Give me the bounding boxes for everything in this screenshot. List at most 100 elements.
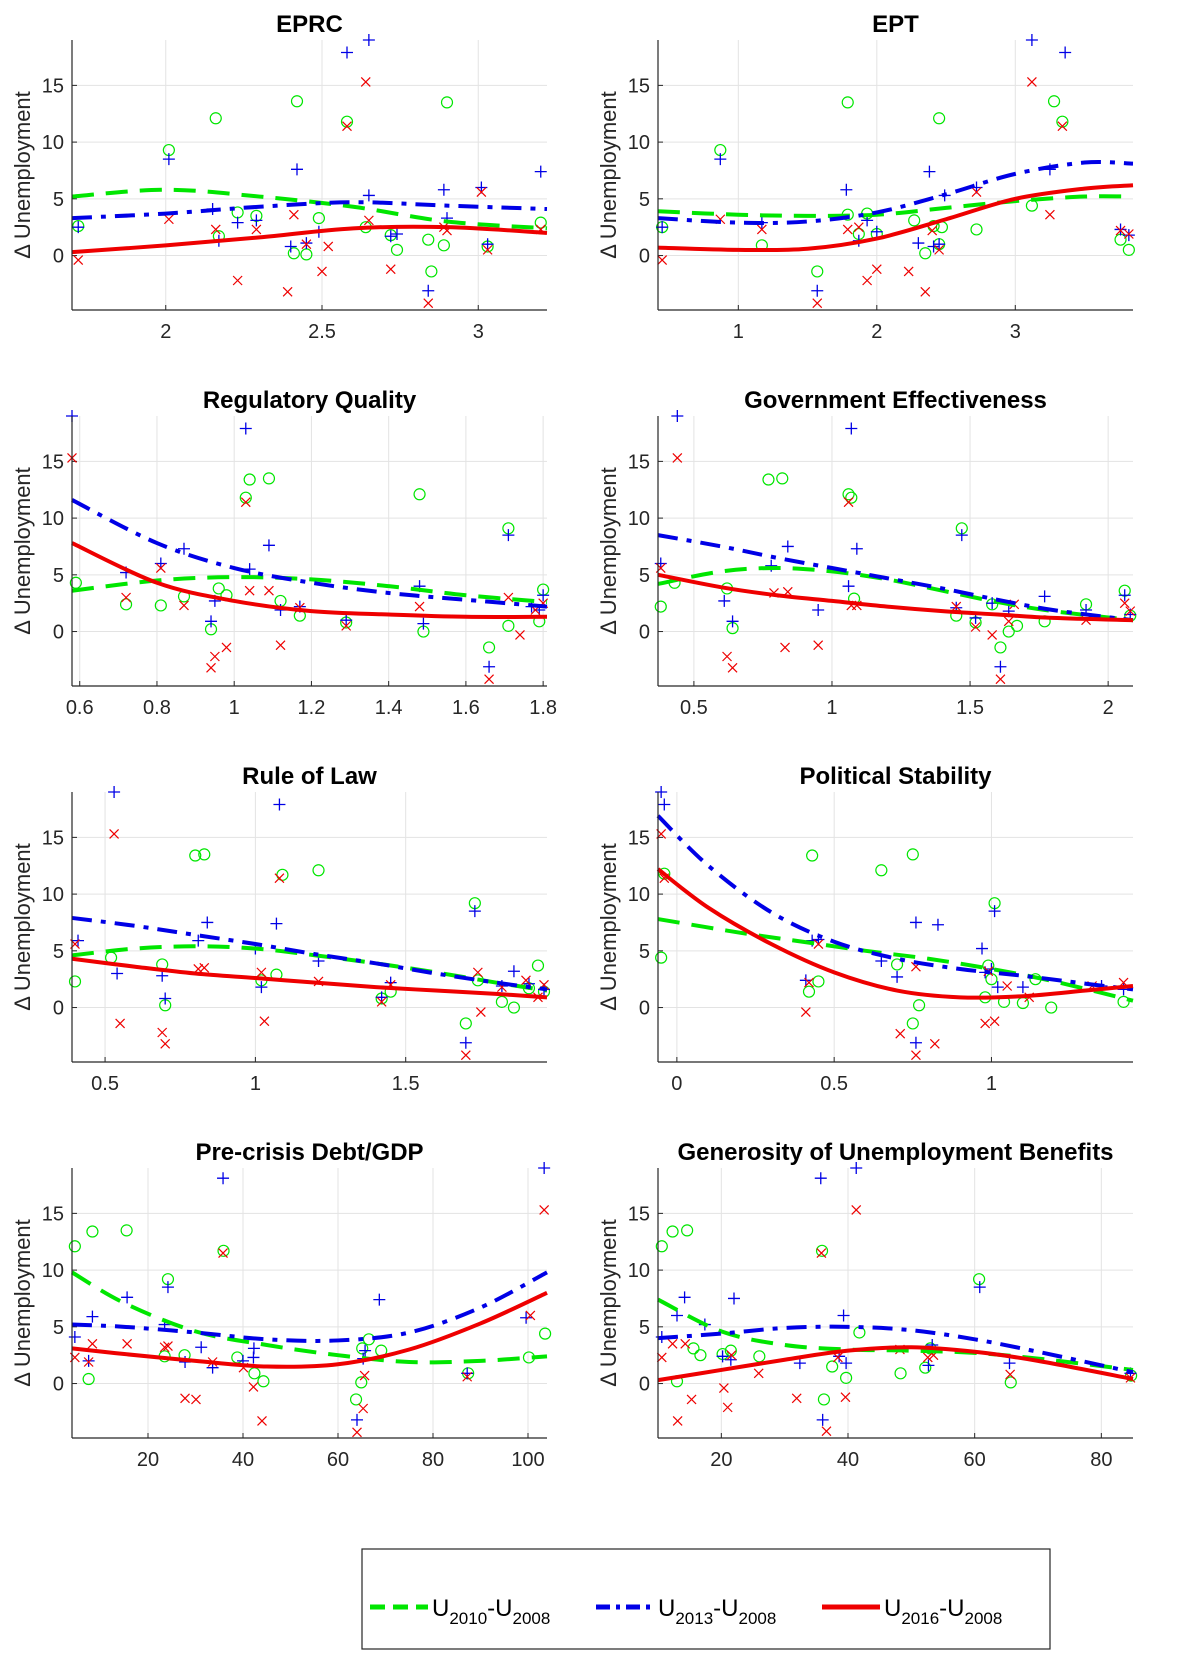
panel-1-u2013-point-4 bbox=[840, 183, 853, 196]
panel-2-fit-u2016 bbox=[71, 541, 548, 619]
panel-3-plot-area bbox=[658, 416, 1133, 686]
panel-7-ytick-label-1: 5 bbox=[639, 1317, 650, 1339]
panel-2-ytick-label-3: 15 bbox=[42, 451, 64, 473]
panel-1-u2010-point-4 bbox=[841, 96, 854, 109]
panel-1-ytick-label-2: 10 bbox=[628, 132, 650, 154]
panel-4-u2013-point-2 bbox=[111, 967, 124, 980]
panel-3-fit-u2016 bbox=[657, 572, 1134, 623]
panel-6-u2016-point-16 bbox=[462, 1371, 473, 1382]
panel-1-u2016-point-4 bbox=[842, 224, 853, 235]
panel-2-u2016-point-7 bbox=[240, 497, 251, 508]
panel-6-u2013-point-19 bbox=[538, 1162, 551, 1174]
panel-4-u2013-point-1 bbox=[108, 786, 121, 798]
panel-7-u2010-point-9 bbox=[815, 1244, 829, 1257]
panel-4: 0.5 1 1.5 0 5 10 15 Rule of Law Δ Unemployment bbox=[10, 763, 551, 1095]
panel-3-u2016-point-13 bbox=[987, 630, 998, 640]
panel-5-u2010-point-7 bbox=[906, 848, 919, 861]
legend-label-u2016-a: U bbox=[884, 1595, 901, 1622]
panel-3-u2016-point-3 bbox=[727, 662, 738, 673]
panel-0-u2016-point-4 bbox=[251, 224, 262, 235]
panel-6-xtick-label-4: 100 bbox=[511, 1449, 544, 1471]
panel-3-u2013-point-6 bbox=[812, 603, 825, 616]
panel-6-u2013-point-5 bbox=[161, 1281, 174, 1294]
panel-2-u2016-point-3 bbox=[179, 600, 189, 611]
panel-2-u2016-point-8 bbox=[244, 585, 255, 596]
panel-5-ytick-label-3: 15 bbox=[628, 827, 650, 849]
panel-2-u2013-point-14 bbox=[483, 660, 496, 673]
panel-7-u2016-point-12 bbox=[832, 1352, 843, 1363]
panel-7-u2016-point-9 bbox=[791, 1393, 802, 1404]
panel-7-u2010-point-12 bbox=[839, 1371, 853, 1384]
panel-5-u2010-point-17 bbox=[1045, 1001, 1058, 1014]
panel-7-fit-u2016 bbox=[657, 1345, 1134, 1383]
panel-0-u2010-point-19 bbox=[534, 216, 547, 229]
panel-0-u2013-point-15 bbox=[422, 284, 435, 297]
legend-label-u2010-a: U bbox=[432, 1595, 449, 1622]
panel-6-u2016-point-13 bbox=[352, 1427, 362, 1438]
panel-6-u2010-point-7 bbox=[217, 1244, 230, 1257]
panel-0-xtick-label-1: 2.5 bbox=[308, 321, 336, 343]
panel-4-u2013-point-4 bbox=[159, 992, 172, 1005]
panel-7-u2010-point-0 bbox=[655, 1240, 668, 1253]
panel-7-u2016-point-18 bbox=[1005, 1369, 1016, 1380]
panel-3-u2010-point-0 bbox=[654, 600, 667, 613]
panel-2-u2016-point-16 bbox=[515, 630, 525, 640]
panel-7-u2016-point-7 bbox=[726, 1350, 737, 1361]
panel-0-u2016-point-2 bbox=[210, 224, 221, 235]
panel-0-u2016-point-8 bbox=[317, 266, 327, 277]
panel-7-u2010-point-3 bbox=[681, 1224, 694, 1237]
panel-7-plot-area bbox=[658, 1168, 1133, 1438]
panel-4-xtick-label-1: 1 bbox=[250, 1073, 261, 1095]
panel-1-u2016-point-6 bbox=[862, 275, 873, 286]
panel-5-u2013-point-9 bbox=[931, 918, 944, 931]
panel-5-fit-u2016 bbox=[656, 867, 1134, 1000]
panel-5-u2013-point-14 bbox=[991, 981, 1004, 994]
panel-0-u2016-point-12 bbox=[363, 215, 374, 226]
panel-0-u2013-point-0 bbox=[72, 221, 85, 234]
panel-4-u2016-point-15 bbox=[475, 1007, 486, 1018]
panel-6-xtick-label-3: 80 bbox=[422, 1449, 444, 1471]
panel-5-u2013-point-15 bbox=[1016, 981, 1029, 994]
panel-7-u2013-point-11 bbox=[837, 1309, 850, 1322]
panel-4-fit-u2013 bbox=[71, 915, 548, 992]
panel-2-u2010-point-2 bbox=[154, 599, 167, 612]
panel-6-xtick-label-0: 20 bbox=[137, 1449, 159, 1471]
panel-7-u2016-point-5 bbox=[718, 1383, 729, 1394]
panel-4-u2016-point-6 bbox=[199, 962, 210, 973]
panel-4-u2013-point-10 bbox=[273, 798, 286, 811]
panel-1-fit-u2016 bbox=[657, 183, 1134, 253]
panel-4-u2010-point-16 bbox=[507, 1001, 521, 1014]
panel-4-u2016-point-14 bbox=[472, 967, 483, 978]
panel-0-xtick-label-0: 2 bbox=[160, 321, 171, 343]
panel-4-u2016-point-13 bbox=[460, 1050, 471, 1061]
panel-3-xtick-label-3: 2 bbox=[1103, 697, 1114, 719]
panel-6-u2010-point-3 bbox=[120, 1224, 133, 1237]
panel-0-u2016-point-13 bbox=[385, 264, 396, 275]
panel-0-u2013-point-20 bbox=[534, 165, 547, 178]
panel-5-fit-u2010 bbox=[657, 917, 1134, 1003]
panel-7-u2016-point-6 bbox=[722, 1402, 733, 1413]
panel-5-xtick-label-2: 1 bbox=[986, 1073, 997, 1095]
panel-7-u2010-point-1 bbox=[666, 1225, 679, 1238]
panel-3-fit-u2013 bbox=[657, 533, 1134, 623]
legend-label-u2013-a-sub: 2013 bbox=[675, 1609, 713, 1628]
panel-7-u2010-point-4 bbox=[687, 1342, 700, 1355]
panel-1-plot-area bbox=[658, 40, 1133, 310]
panel-4-u2016-point-7 bbox=[256, 967, 267, 978]
panel-7-u2013-point-16 bbox=[973, 1281, 986, 1294]
panel-4-u2010-point-12 bbox=[459, 1017, 472, 1030]
panel-4-u2016-point-1 bbox=[109, 829, 120, 839]
panel-4-u2016-point-17 bbox=[521, 975, 531, 986]
panel-6-u2013-point-0 bbox=[68, 1331, 81, 1344]
panel-2-u2016-point-5 bbox=[209, 651, 220, 662]
panel-5-u2013-point-10 bbox=[976, 942, 989, 955]
panel-1-u2013-point-8 bbox=[912, 237, 925, 250]
panel-7-u2016-point-10 bbox=[816, 1248, 827, 1259]
panel-0: 2 2.5 3 0 5 10 15 EPRC Δ Unemployment bbox=[10, 11, 548, 343]
panel-0-u2013-point-4 bbox=[231, 216, 244, 229]
panel-7-u2016-point-16 bbox=[922, 1352, 933, 1363]
legend-label-u2013-dash: - bbox=[713, 1595, 721, 1622]
panel-4-u2010-point-9 bbox=[312, 864, 325, 877]
panel-6-u2016-point-5 bbox=[163, 1341, 173, 1352]
legend: U2010-U2008 U2013-U2008 U2016-U2008 bbox=[361, 1548, 1051, 1650]
